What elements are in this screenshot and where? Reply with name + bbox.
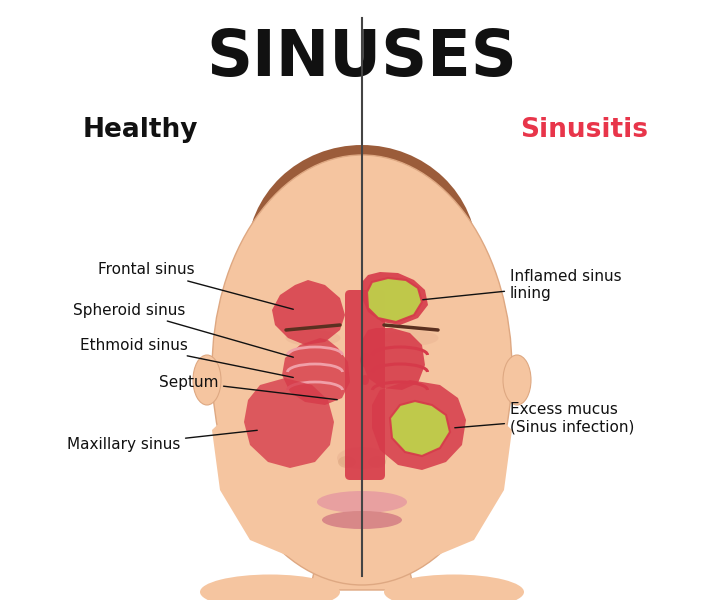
Text: Ethmoid sinus: Ethmoid sinus [80, 337, 293, 377]
FancyBboxPatch shape [345, 290, 385, 480]
Text: Spheroid sinus: Spheroid sinus [72, 302, 293, 357]
Text: Frontal sinus: Frontal sinus [98, 263, 293, 309]
Polygon shape [282, 338, 350, 405]
Ellipse shape [503, 355, 531, 405]
Ellipse shape [200, 575, 340, 600]
Polygon shape [310, 545, 414, 590]
Ellipse shape [338, 456, 356, 468]
Ellipse shape [368, 456, 386, 468]
Ellipse shape [322, 511, 402, 529]
Polygon shape [272, 280, 345, 345]
Polygon shape [372, 380, 466, 470]
Text: SINUSES: SINUSES [206, 27, 518, 89]
Text: Inflamed sinus
lining: Inflamed sinus lining [423, 269, 622, 301]
Text: Healthy: Healthy [83, 117, 198, 143]
Polygon shape [244, 378, 334, 468]
Ellipse shape [361, 375, 369, 385]
Text: Sinusitis: Sinusitis [520, 117, 648, 143]
Ellipse shape [320, 535, 404, 555]
Text: Maxillary sinus: Maxillary sinus [67, 430, 257, 452]
Text: Excess mucus
(Sinus infection): Excess mucus (Sinus infection) [455, 402, 634, 434]
Text: Septum: Septum [159, 374, 337, 400]
Polygon shape [212, 400, 512, 570]
Ellipse shape [384, 575, 524, 600]
Ellipse shape [212, 155, 512, 585]
Ellipse shape [193, 355, 221, 405]
Polygon shape [362, 328, 425, 390]
Ellipse shape [384, 330, 439, 346]
Polygon shape [367, 278, 422, 322]
Ellipse shape [337, 447, 387, 469]
Polygon shape [390, 401, 450, 456]
Ellipse shape [285, 330, 340, 346]
Polygon shape [362, 272, 428, 325]
Ellipse shape [247, 145, 477, 365]
Ellipse shape [317, 491, 407, 513]
Ellipse shape [360, 353, 370, 367]
